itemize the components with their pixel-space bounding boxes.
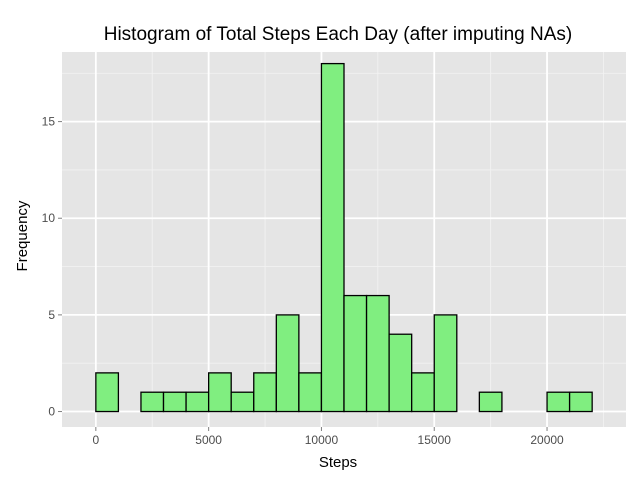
histogram-bar (95, 372, 120, 413)
histogram-bar (320, 62, 345, 413)
histogram-bar (478, 391, 503, 413)
histogram-bar (275, 314, 300, 413)
y-tick-label: 10 (42, 211, 56, 225)
x-tick-label: 20000 (530, 433, 564, 447)
histogram-bar (568, 391, 593, 413)
y-tick-label: 0 (48, 405, 55, 419)
histogram-bar (185, 391, 210, 413)
histogram-bar (388, 333, 413, 413)
y-axis-title: Frequency (14, 200, 31, 271)
histogram-bars (95, 62, 593, 413)
x-tick-label: 15000 (418, 433, 452, 447)
histogram-bar (162, 391, 187, 413)
y-tick-label: 5 (48, 308, 55, 322)
x-tick-label: 5000 (195, 433, 222, 447)
histogram-bar (298, 372, 323, 413)
histogram-bar (207, 372, 232, 413)
histogram-bar (230, 391, 255, 413)
histogram-bar (140, 391, 165, 413)
y-axis-ticks: 0 5 10 15 (42, 115, 62, 419)
histogram-bar (411, 372, 435, 413)
x-axis-ticks: 0 5000 10000 15000 20000 (92, 427, 564, 447)
x-tick-label: 10000 (305, 433, 339, 447)
histogram-bar (253, 372, 277, 413)
histogram-bar (343, 294, 368, 413)
histogram-bar (365, 294, 390, 413)
histogram-bar (433, 314, 458, 413)
y-tick-label: 15 (42, 115, 56, 129)
histogram-bar (546, 391, 571, 413)
x-tick-label: 0 (92, 433, 99, 447)
x-axis-title: Steps (319, 454, 357, 471)
chart-title: Histogram of Total Steps Each Day (after… (104, 24, 573, 45)
